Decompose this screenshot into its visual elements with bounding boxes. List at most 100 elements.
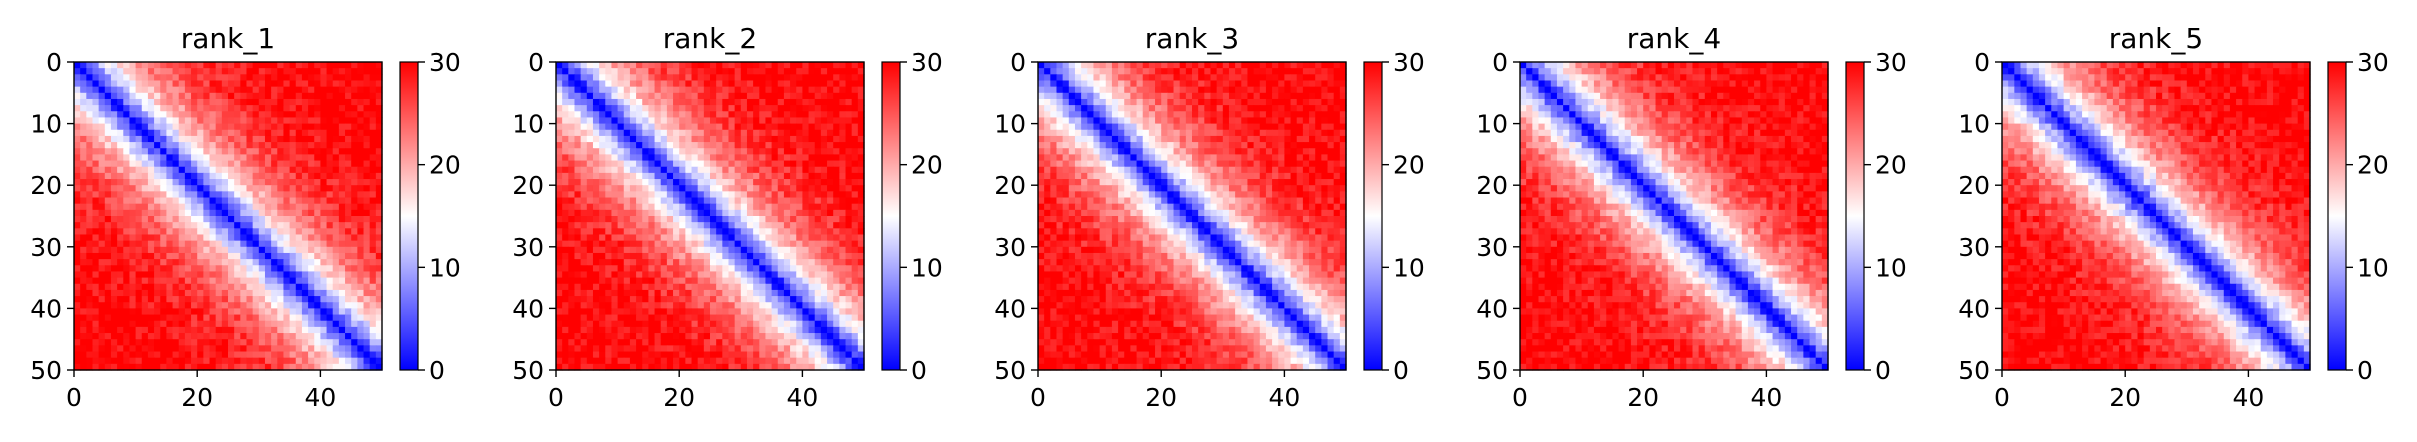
heatmap-cell [271, 247, 278, 254]
heatmap-cell [673, 185, 680, 192]
heatmap-cell [778, 68, 785, 75]
heatmap-cell [821, 136, 828, 143]
heatmap-cell [216, 62, 223, 69]
heatmap-cell [722, 321, 729, 328]
heatmap-cell [753, 271, 760, 278]
heatmap-cell [345, 99, 352, 106]
heatmap-cell [833, 222, 840, 229]
heatmap-cell [308, 327, 315, 334]
heatmap-cell [778, 290, 785, 297]
heatmap-cell [765, 265, 772, 272]
heatmap-cell [568, 161, 575, 168]
heatmap-cell [111, 154, 118, 161]
heatmap-cell [136, 321, 143, 328]
heatmap-cell [173, 259, 180, 266]
heatmap-cell [618, 302, 625, 309]
heatmap-cell [611, 93, 618, 100]
heatmap-cell [747, 148, 754, 155]
heatmap-cell [351, 315, 358, 322]
heatmap-cell [345, 253, 352, 260]
heatmap-cell [679, 185, 686, 192]
heatmap-cell [846, 185, 853, 192]
heatmap-cell [277, 204, 284, 211]
heatmap-cell [624, 142, 631, 149]
heatmap-cell [741, 173, 748, 180]
heatmap-cell [704, 339, 711, 346]
heatmap-cell [351, 228, 358, 235]
heatmap-cell [593, 358, 600, 365]
heatmap-cell [833, 241, 840, 248]
heatmap-cell [240, 185, 247, 192]
heatmap-cell [333, 253, 340, 260]
heatmap-cell [685, 253, 692, 260]
heatmap-cell [277, 93, 284, 100]
heatmap-cell [692, 111, 699, 118]
heatmap-cell [852, 315, 859, 322]
heatmap-cell [80, 142, 87, 149]
heatmap-cell [105, 352, 112, 359]
heatmap-cell [778, 210, 785, 217]
heatmap-cell [581, 68, 588, 75]
heatmap-cell [574, 68, 581, 75]
heatmap-cell [173, 93, 180, 100]
heatmap-cell [581, 148, 588, 155]
heatmap-cell [568, 253, 575, 260]
heatmap-cell [253, 253, 260, 260]
heatmap-cell [698, 271, 705, 278]
heatmap-cell [216, 339, 223, 346]
heatmap-cell [160, 124, 167, 131]
heatmap-cell [802, 167, 809, 174]
heatmap-cell [259, 117, 266, 124]
heatmap-cell [784, 93, 791, 100]
heatmap-cell [173, 284, 180, 291]
heatmap-cell [833, 198, 840, 205]
heatmap-cell [784, 142, 791, 149]
heatmap-cell [259, 130, 266, 137]
heatmap-cell [105, 198, 112, 205]
heatmap-cell [80, 111, 87, 118]
heatmap-cell [370, 290, 377, 297]
heatmap-cell [802, 136, 809, 143]
heatmap-cell [759, 142, 766, 149]
heatmap-cell [605, 296, 612, 303]
heatmap-cell [92, 247, 99, 254]
heatmap-cell [661, 204, 668, 211]
heatmap-cell [673, 80, 680, 87]
heatmap-cell [320, 327, 327, 334]
heatmap-cell [296, 105, 303, 112]
heatmap-cell [618, 117, 625, 124]
heatmap-cell [191, 68, 198, 75]
heatmap-cell [642, 339, 649, 346]
heatmap-cell [173, 62, 180, 69]
heatmap-cell [197, 105, 204, 112]
heatmap-cell [735, 117, 742, 124]
heatmap-cell [234, 148, 241, 155]
heatmap-cell [370, 68, 377, 75]
heatmap-cell [314, 333, 321, 340]
heatmap-cell [357, 265, 364, 272]
heatmap-cell [185, 278, 192, 285]
heatmap-cell [821, 148, 828, 155]
heatmap-cell [667, 161, 674, 168]
heatmap-cell [99, 87, 106, 94]
heatmap-cell [673, 327, 680, 334]
heatmap-cell [345, 302, 352, 309]
heatmap-cell [166, 80, 173, 87]
heatmap-cell [741, 185, 748, 192]
heatmap-cell [123, 352, 130, 359]
heatmap-cell [833, 265, 840, 272]
heatmap-cell [673, 148, 680, 155]
heatmap-cell [809, 161, 816, 168]
heatmap-cell [210, 117, 217, 124]
heatmap-cell [759, 111, 766, 118]
heatmap-cell [197, 62, 204, 69]
heatmap-cell [833, 111, 840, 118]
heatmap-cell [345, 358, 352, 365]
heatmap-cell [339, 173, 346, 180]
heatmap-cell [191, 271, 198, 278]
heatmap-cell [191, 234, 198, 241]
heatmap-cell [86, 80, 93, 87]
heatmap-cell [203, 327, 210, 334]
heatmap-cell [605, 74, 612, 81]
heatmap-cell [685, 68, 692, 75]
